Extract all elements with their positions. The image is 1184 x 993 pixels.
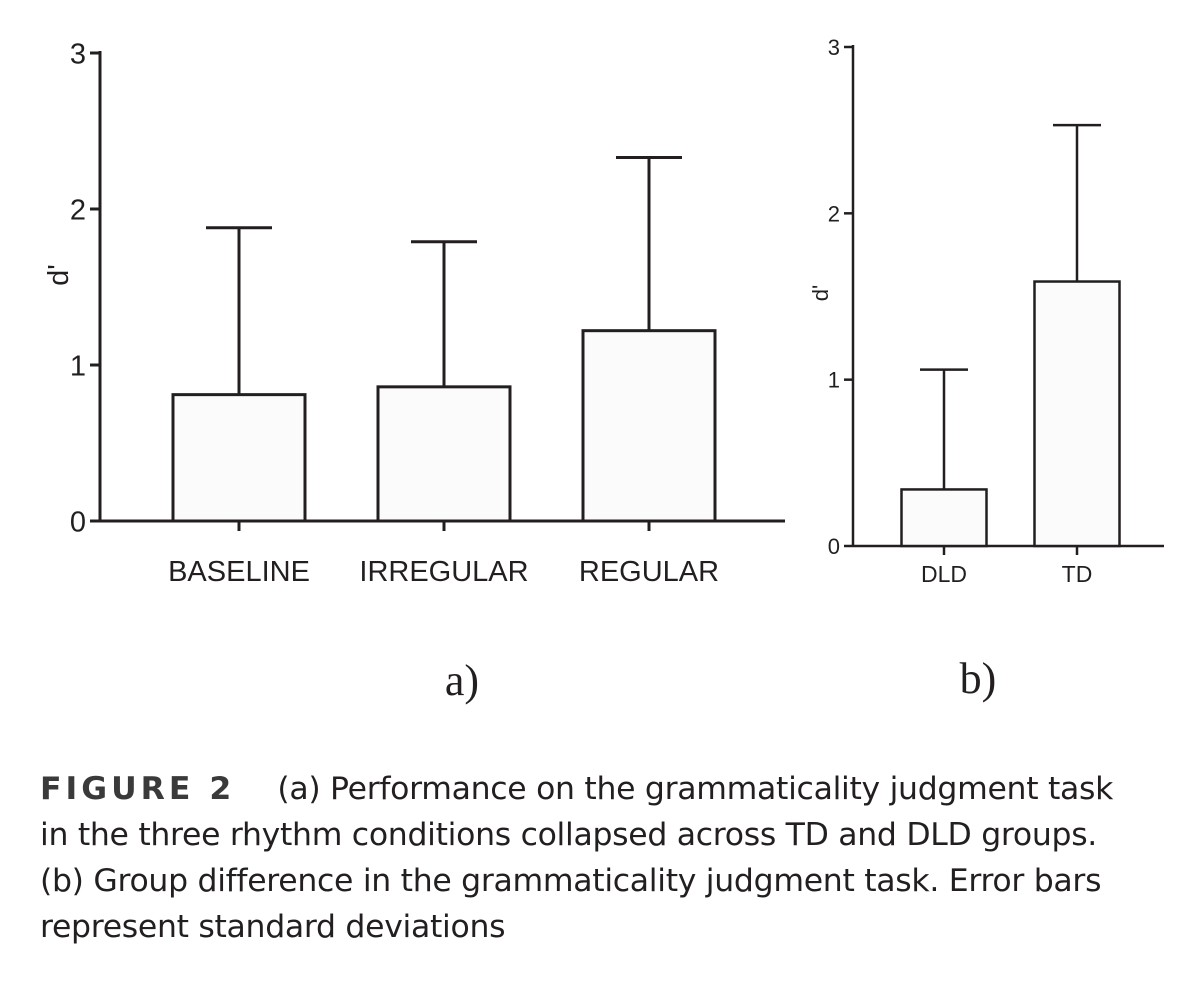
bar-baseline <box>171 393 307 523</box>
y-axis-label: d' <box>43 264 75 286</box>
bar-regular <box>581 329 717 523</box>
y-tick-label: 0 <box>828 534 840 559</box>
figure-number: FIGURE 2 <box>40 771 236 807</box>
bar-dld <box>900 488 988 548</box>
x-tick-label: TD <box>1062 561 1093 587</box>
x-tick-label: BASELINE <box>168 556 310 588</box>
y-tick-label: 3 <box>70 38 86 70</box>
caption-text: (a) Performance on the grammaticality ju… <box>40 771 1114 945</box>
y-tick-label: 0 <box>70 506 86 538</box>
panel-label-a: a) <box>445 656 479 705</box>
chart-panel-b: 0 1 2 3 d' DLD TD <box>808 35 1164 587</box>
y-tick-label: 2 <box>828 201 840 226</box>
figure-caption: FIGURE 2 (a) Performance on the grammatic… <box>40 766 1150 950</box>
chart-panel-a: 0 1 2 3 d' BASELINE IRREGULAR REGULAR <box>43 38 785 588</box>
bar-td <box>1033 280 1121 548</box>
y-tick-label: 1 <box>70 350 86 382</box>
x-tick-label: IRREGULAR <box>359 556 528 588</box>
y-tick-label: 2 <box>70 194 86 226</box>
panel-label-b: b) <box>960 654 997 703</box>
bar-irregular <box>376 385 512 523</box>
x-tick-label: DLD <box>921 561 967 587</box>
y-axis-label: d' <box>808 285 833 301</box>
y-tick-label: 3 <box>828 35 840 60</box>
x-tick-label: REGULAR <box>579 556 719 588</box>
y-tick-label: 1 <box>828 368 840 393</box>
